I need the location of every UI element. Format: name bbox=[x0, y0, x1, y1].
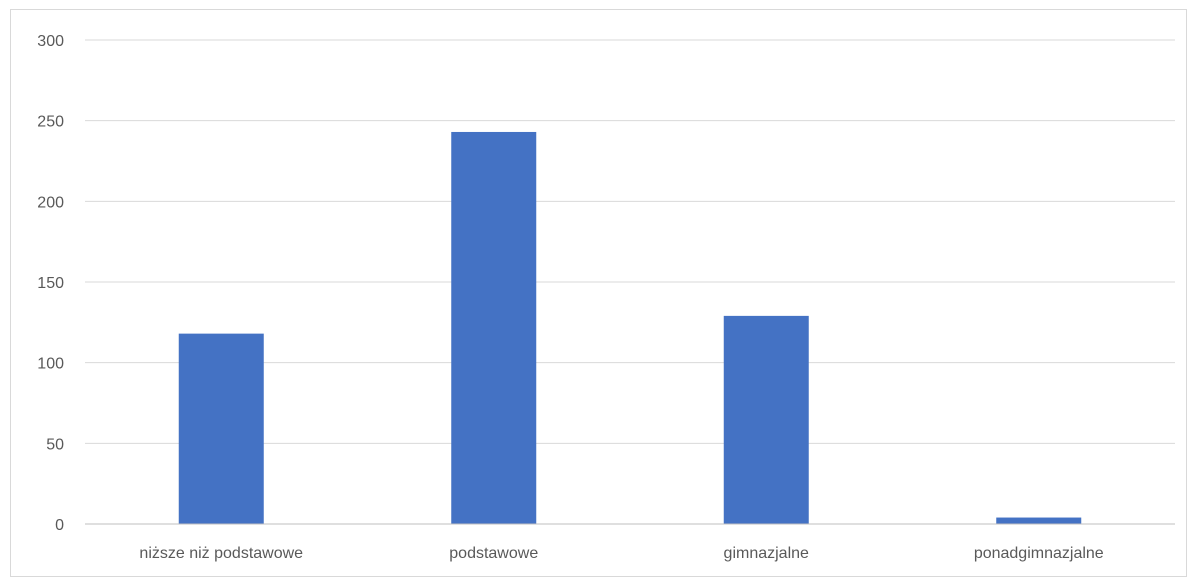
y-tick-label: 250 bbox=[37, 114, 64, 131]
y-tick-label: 0 bbox=[55, 517, 64, 534]
x-tick-label: niższe niż podstawowe bbox=[139, 545, 303, 562]
gridlines bbox=[85, 39, 1175, 444]
bar-3 bbox=[996, 517, 1082, 524]
x-tick-label: gimnazjalne bbox=[724, 545, 809, 562]
bar-0 bbox=[178, 333, 264, 524]
x-axis-ticks: niższe niż podstawowe podstawowe gimnazjal… bbox=[139, 545, 1103, 562]
y-axis-ticks: 0 50 100 150 200 250 300 bbox=[37, 33, 64, 534]
x-tick-label: ponadgimnazjalne bbox=[974, 545, 1104, 562]
y-tick-label: 50 bbox=[46, 436, 64, 453]
y-tick-label: 200 bbox=[37, 194, 64, 211]
bar-2 bbox=[723, 315, 809, 524]
bar-1 bbox=[451, 131, 537, 524]
y-tick-label: 100 bbox=[37, 356, 64, 373]
y-tick-label: 300 bbox=[37, 33, 64, 50]
y-tick-label: 150 bbox=[37, 275, 64, 292]
bars bbox=[178, 131, 1082, 524]
x-tick-label: podstawowe bbox=[449, 545, 538, 562]
